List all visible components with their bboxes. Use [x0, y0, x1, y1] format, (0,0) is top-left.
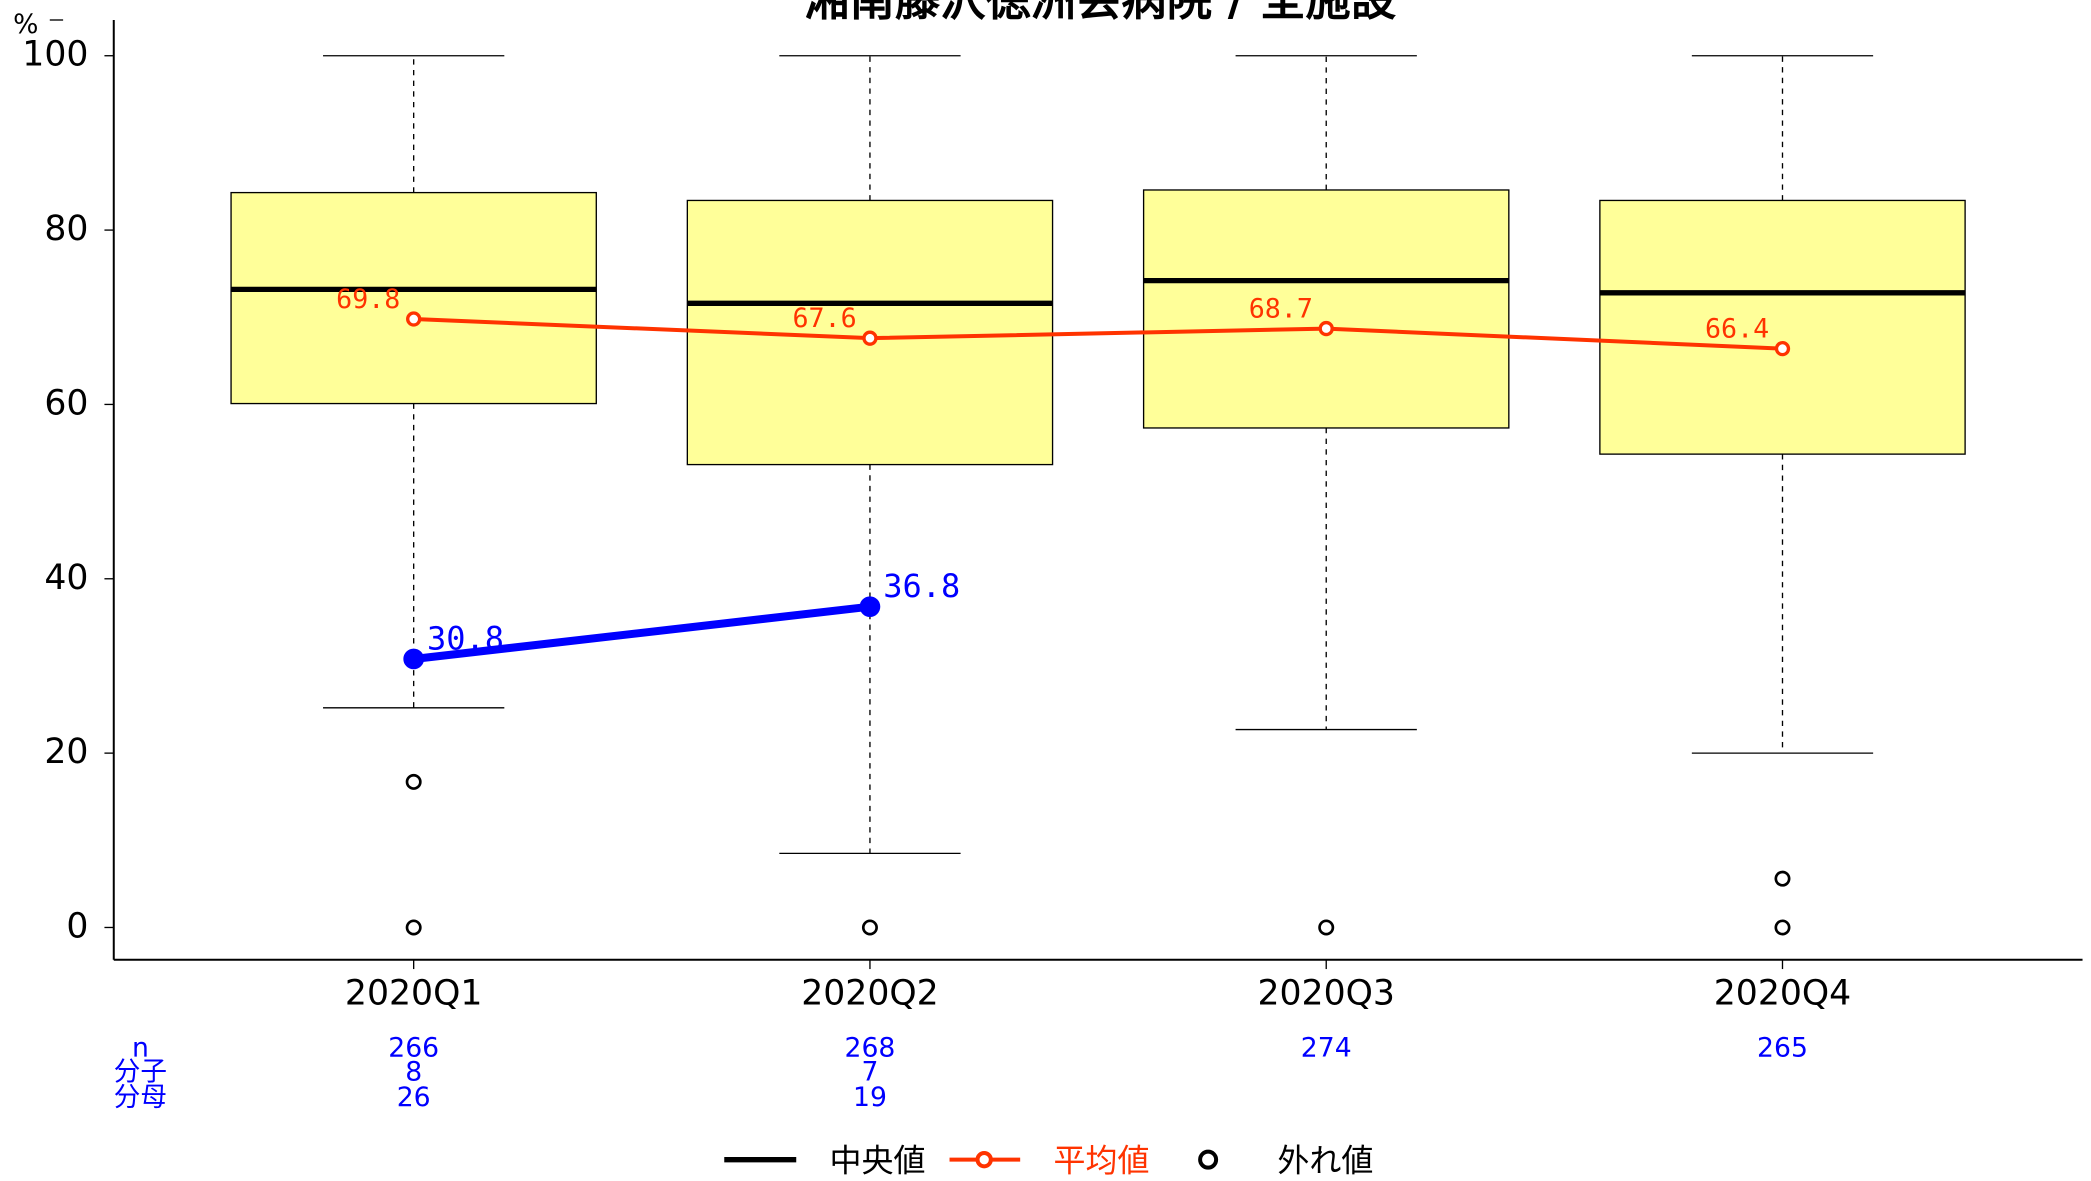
x-tick-label: 2020Q4 [1714, 973, 1851, 1013]
mean-label: 67.6 [792, 303, 856, 334]
table-cell: 8 [405, 1057, 422, 1088]
legend: 中央値 平均値 外れ値 [724, 1141, 1373, 1179]
y-tick-label: 80 [44, 209, 88, 249]
table-row-label: n [132, 1033, 149, 1064]
hospital-line [413, 602, 871, 663]
table-cell: 266 [388, 1033, 439, 1064]
y-tick-label: 20 [44, 732, 88, 772]
mean-marker [862, 330, 878, 346]
table-cell: 268 [845, 1033, 896, 1064]
mean-marker [1318, 320, 1334, 337]
box [230, 191, 597, 405]
table-cell: 274 [1301, 1033, 1352, 1064]
outlier [861, 919, 878, 936]
mean-marker [406, 311, 422, 327]
outlier [1774, 870, 1791, 887]
table-cell: 7 [861, 1057, 878, 1088]
box [1599, 199, 1966, 455]
outlier [1318, 919, 1335, 936]
hospital-marker [859, 596, 881, 618]
mean-label: 66.4 [1705, 313, 1769, 344]
table-row-label: 分母 [114, 1082, 167, 1113]
legend-label: 中央値 [830, 1141, 926, 1179]
legend-outlier-marker [1198, 1149, 1219, 1170]
table-cell: 26 [397, 1082, 431, 1113]
chart-title: 湘南藤沢徳洲会病院 / 全施設 [804, 0, 1397, 26]
box [1142, 189, 1510, 429]
y-unit: % [13, 9, 38, 40]
hospital-label: 36.8 [883, 567, 960, 605]
x-tick-label: 2020Q3 [1257, 973, 1394, 1013]
outlier [405, 919, 422, 936]
mean-marker [1774, 340, 1791, 357]
y-tick-label: 100 [22, 35, 88, 75]
table-cell: 265 [1757, 1033, 1808, 1064]
table-row-label: 分子 [114, 1057, 167, 1088]
hospital-marker [403, 648, 425, 670]
legend-mean-marker [975, 1151, 993, 1169]
x-tick-label: 2020Q1 [345, 973, 482, 1013]
outlier [1774, 919, 1791, 936]
y-tick-label: 60 [44, 383, 88, 423]
hospital-label: 30.8 [427, 619, 504, 657]
mean-label: 68.7 [1249, 293, 1313, 324]
y-tick-label: 40 [44, 558, 88, 598]
y-tick-label: 0 [66, 906, 88, 946]
x-tick-label: 2020Q2 [801, 973, 938, 1013]
outlier [405, 773, 422, 790]
table-cell: 19 [853, 1082, 887, 1113]
legend-label: 平均値 [1053, 1141, 1149, 1179]
legend-label: 外れ値 [1277, 1141, 1373, 1179]
mean-line [413, 317, 1783, 351]
mean-label: 69.8 [336, 284, 400, 315]
